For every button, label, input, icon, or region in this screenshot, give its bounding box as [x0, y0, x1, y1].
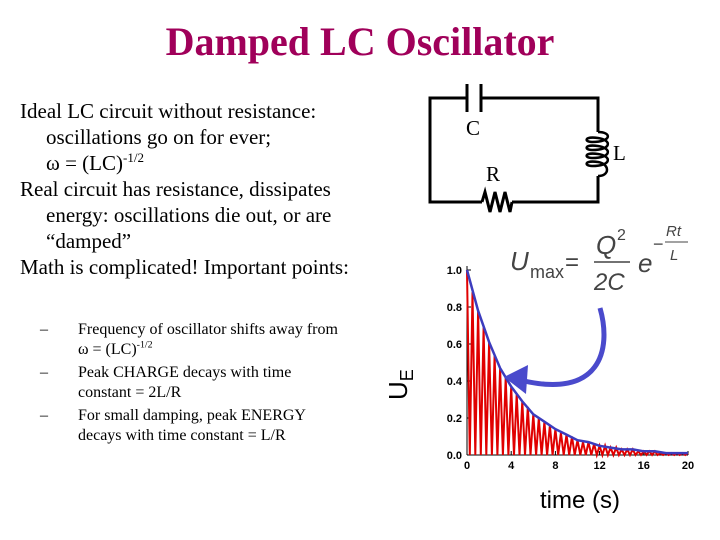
sub-bullet-frequency: – Frequency of oscillator shifts away fr… — [40, 320, 410, 360]
arrowhead-icon — [504, 365, 528, 394]
formula-e: e — [638, 248, 652, 278]
x-tick-label: 4 — [508, 460, 515, 472]
resistor-icon — [480, 186, 514, 214]
chart-axes — [466, 266, 688, 456]
x-tick-label: 8 — [552, 460, 558, 472]
omega-text: ω = (LC) — [78, 341, 137, 358]
formula-minus: − — [653, 234, 664, 254]
formula-numerator: Q — [596, 230, 616, 260]
sub-bullet-energy: – For small damping, peak ENERGY decays … — [40, 406, 410, 446]
chart-series — [465, 269, 689, 459]
omega-equation: ω = (LC)-1/2 — [20, 150, 420, 176]
x-tick-label: 16 — [638, 460, 650, 472]
capacitor-label: C — [466, 116, 481, 140]
y-axis-label-main: U — [383, 381, 413, 400]
inductor-label: L — [613, 141, 626, 165]
slide-title: Damped LC Oscillator — [165, 19, 555, 64]
y-tick-label: 1.0 — [447, 265, 462, 277]
sub-bullets: – Frequency of oscillator shifts away fr… — [40, 320, 410, 449]
formula-exp-numerator: Rt — [666, 223, 682, 240]
formula-numerator-exp: 2 — [617, 227, 626, 244]
sub-bullet-text: Peak CHARGE decays with time — [78, 364, 292, 381]
y-axis-label: UE — [383, 369, 417, 400]
bullet-math: Math is complicated! Important points: — [20, 255, 349, 279]
dash-marker: – — [40, 364, 48, 381]
sub-bullet-text: constant = 2L/R — [78, 384, 182, 401]
formula-exp-denominator: L — [670, 247, 678, 264]
chart-ticks: 0 4 8 12 16 20 0.0 0.2 0.4 0.6 0.8 1.0 — [447, 265, 694, 472]
bullet-text: oscillations go on for ever; — [46, 125, 272, 149]
x-tick-label: 20 — [682, 460, 694, 472]
dash-marker: – — [40, 407, 48, 424]
omega-exponent: -1/2 — [136, 339, 153, 351]
x-axis-label: time (s) — [540, 487, 620, 514]
y-axis-label-sub: E — [397, 369, 417, 381]
sub-bullet-text: Frequency of oscillator shifts away from — [78, 321, 338, 338]
formula-sub: max — [530, 262, 564, 282]
energy-formula: U max = Q 2 2C e − Rt L — [510, 223, 688, 296]
main-bullets: Ideal LC circuit without resistance: osc… — [20, 98, 420, 280]
bullet-text: Real circuit has resistance, dissipates — [20, 177, 331, 201]
inductor-icon — [585, 130, 610, 178]
y-tick-label: 0.2 — [447, 413, 462, 425]
y-tick-label: 0.0 — [447, 450, 462, 462]
dash-marker: – — [40, 321, 48, 338]
lc-circuit-diagram — [428, 84, 610, 214]
omega-exponent: -1/2 — [123, 150, 144, 165]
y-tick-label: 0.4 — [447, 376, 463, 388]
oscillation-series-line — [466, 269, 689, 459]
bullet-text: Ideal LC circuit without resistance: — [20, 99, 317, 123]
bullet-ideal-lc: Ideal LC circuit without resistance: osc… — [20, 98, 420, 176]
y-tick-label: 0.6 — [447, 339, 462, 351]
sub-bullet-text: decays with time constant = L/R — [78, 427, 286, 444]
capacitor-icon — [465, 84, 483, 112]
bullet-text: “damped” — [46, 229, 132, 253]
resistor-label: R — [486, 162, 501, 186]
bullet-text: energy: oscillations die out, or are — [46, 203, 332, 227]
formula-denominator: 2C — [593, 269, 625, 296]
x-tick-label: 12 — [593, 460, 605, 472]
x-tick-label: 0 — [464, 460, 470, 472]
y-tick-label: 0.8 — [447, 302, 462, 314]
omega-text: ω = (LC) — [46, 151, 123, 175]
bullet-real-circuit: Real circuit has resistance, dissipates … — [20, 176, 420, 254]
omega-equation: ω = (LC)-1/2 — [78, 340, 410, 360]
decay-arrow-icon — [519, 307, 607, 388]
circuit-wires — [428, 96, 600, 204]
sub-bullet-text: For small damping, peak ENERGY — [78, 407, 306, 424]
sub-bullet-charge: – Peak CHARGE decays with time constant … — [40, 363, 410, 403]
formula-equals: = — [565, 249, 579, 276]
envelope-series-line — [465, 269, 688, 455]
formula-u: U — [510, 246, 529, 276]
